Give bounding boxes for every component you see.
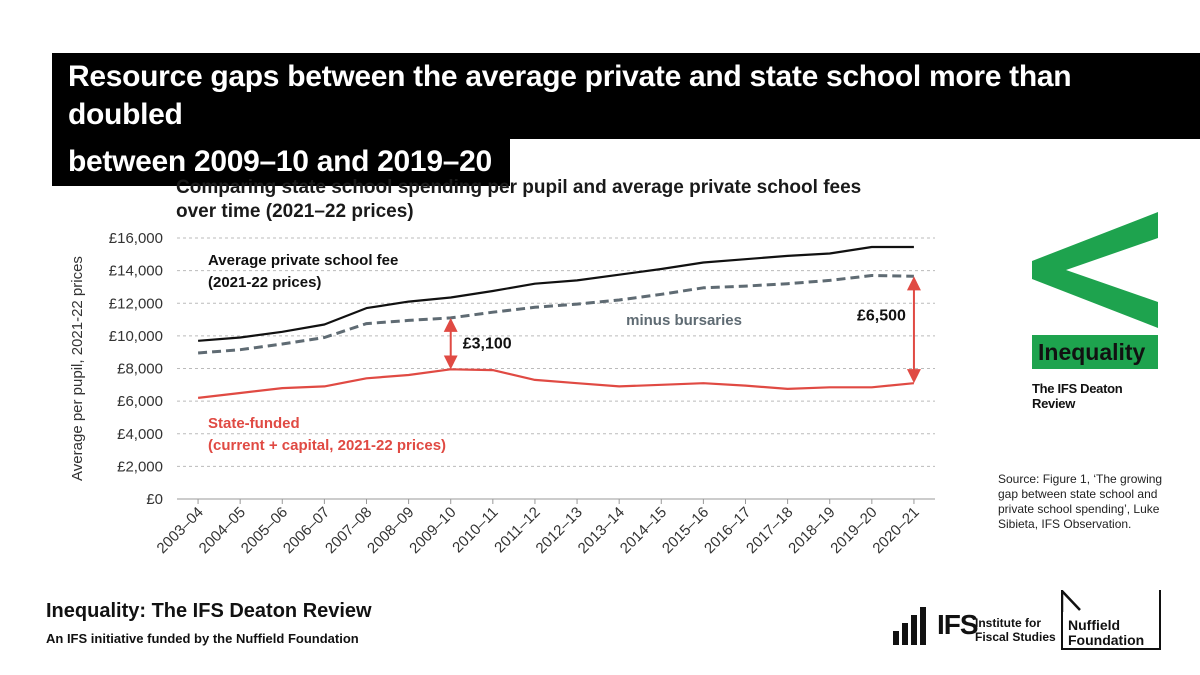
- headline-line-1: Resource gaps between the average privat…: [52, 53, 1200, 139]
- series-line-1: [197, 274, 914, 355]
- y-tick-label: £10,000: [109, 328, 163, 345]
- nuffield-name: Nuffield Foundation: [1068, 618, 1144, 648]
- series-label-2: (current + capital, 2021-22 prices): [208, 437, 446, 454]
- x-tick-label: 2009–10: [406, 504, 459, 557]
- y-tick-label: £6,000: [117, 393, 163, 410]
- series-label-0: Average private school fee: [208, 252, 398, 269]
- logo-wordmark: Inequality: [1032, 335, 1158, 369]
- line-chart: £0 £2,000 £4,000 £6,000 £8,000 £10,000 £12,000…: [69, 230, 935, 557]
- x-tick-label: 2010–11: [449, 504, 502, 557]
- footer-title: Inequality: The IFS Deaton Review: [46, 600, 372, 622]
- gap-label-1: £6,500: [857, 307, 906, 324]
- y-tick-label: £12,000: [109, 295, 163, 312]
- headline-line-2: between 2009–10 and 2019–20: [52, 138, 510, 186]
- ifs-name-line-2: Fiscal Studies: [975, 630, 1056, 644]
- y-tick-label: £2,000: [117, 458, 163, 475]
- ifs-bars-icon: [893, 607, 926, 645]
- series-line-2: [197, 368, 915, 399]
- series-label-0: (2021-22 prices): [208, 274, 321, 291]
- ifs-wordmark: IFS: [937, 609, 979, 640]
- inequality-logo: Inequality The IFS Deaton Review: [1032, 212, 1158, 411]
- series-line-0: [198, 245, 914, 342]
- y-axis-label: Average per pupil, 2021-22 prices: [69, 256, 86, 481]
- ifs-name-line-1: Institute for: [975, 616, 1041, 630]
- y-tick-label: £8,000: [117, 361, 163, 378]
- chart-title: Comparing state school spending per pupi…: [176, 177, 862, 222]
- gap-label-0: £3,100: [463, 336, 512, 353]
- series-label-1: minus bursaries: [626, 312, 742, 329]
- y-tick-label: £16,000: [109, 230, 163, 247]
- y-tick-label: £14,000: [109, 263, 163, 280]
- nuffield-name-line-2: Foundation: [1068, 632, 1145, 648]
- nuffield-logo-frame: [1061, 590, 1161, 650]
- y-tick-label: £0: [146, 491, 163, 508]
- nuffield-name-line-1: Nuffield: [1068, 617, 1121, 633]
- nuffield-corner-icon: [1061, 590, 1081, 612]
- x-tick-label: 2020–21: [869, 504, 922, 557]
- footer-subtitle: An IFS initiative funded by the Nuffield…: [46, 631, 359, 646]
- ifs-name: Institute for Fiscal Studies: [975, 616, 1056, 644]
- series-label-2: State-funded: [208, 415, 300, 432]
- source-note: Source: Figure 1, ‘The growing gap betwe…: [998, 472, 1163, 531]
- y-tick-label: £4,000: [117, 426, 163, 443]
- headline: Resource gaps between the average privat…: [52, 53, 1200, 186]
- logo-subtitle: The IFS Deaton Review: [1032, 381, 1123, 411]
- inequality-chevron-icon: [1032, 212, 1158, 328]
